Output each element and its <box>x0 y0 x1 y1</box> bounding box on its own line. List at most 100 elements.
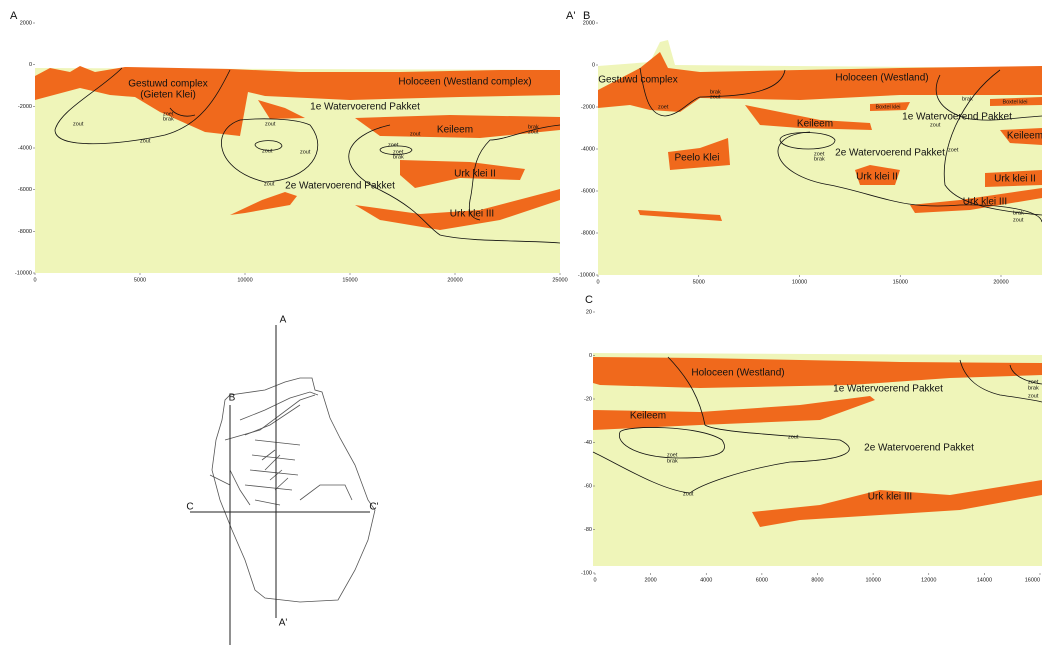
x-tick-label: 0 <box>596 279 599 285</box>
note: brak <box>1013 210 1024 216</box>
note: zout <box>264 181 275 187</box>
note: zout <box>140 138 151 144</box>
map-label: B <box>229 393 236 404</box>
x-tick-label: 0 <box>593 577 596 583</box>
note: zout <box>710 94 721 100</box>
x-tick-label: 6000 <box>756 577 768 583</box>
y-tick-label: 0 <box>29 62 32 68</box>
x-tick-label: 5000 <box>693 279 705 285</box>
note: brak <box>814 156 825 162</box>
layer-label: Boxtel klei <box>875 104 900 110</box>
note: zout <box>300 149 311 155</box>
note: zout <box>528 129 539 135</box>
location-map: A A' B C C' <box>186 315 378 645</box>
y-tick-label: -10000 <box>578 272 595 278</box>
layer-label: Urk klei II <box>454 169 496 180</box>
layer-label: Urk klei II <box>994 174 1036 185</box>
layer-label: 1e Watervoerend Pakket <box>902 112 1012 123</box>
y-tick-label: 2000 <box>20 20 32 26</box>
x-tick-label: 0 <box>33 277 36 283</box>
note: zout <box>73 121 84 127</box>
note: zout <box>262 148 273 154</box>
panel-label: A' <box>566 10 575 22</box>
layer-label: Urk klei III <box>963 197 1007 208</box>
y-tick-label: 0 <box>592 62 595 68</box>
x-tick-label: 10000 <box>865 577 880 583</box>
x-tick-label: 10000 <box>237 277 252 283</box>
figure: Gestuwd complex (Gieten Klei) Holoceen (… <box>0 0 1042 646</box>
note: brak <box>667 458 678 464</box>
map-outline <box>230 392 352 505</box>
panel-label: C <box>585 294 593 306</box>
x-tick-label: 10000 <box>792 279 807 285</box>
note: zout <box>265 121 276 127</box>
layer-label: (Gieten Klei) <box>140 90 196 101</box>
note: brak <box>393 154 404 160</box>
map-outline <box>210 395 315 490</box>
x-tick-label: 25000 <box>552 277 567 283</box>
y-tick-label: -80 <box>584 527 592 533</box>
y-tick-label: -20 <box>584 396 592 402</box>
section-b: Gestuwd complex Holoceen (Westland) Boxt… <box>566 10 1042 275</box>
note: brak <box>962 96 973 102</box>
x-tick-label: 2000 <box>645 577 657 583</box>
note: zoet <box>948 147 959 153</box>
map-outline <box>212 378 375 602</box>
y-tick-label: -40 <box>584 440 592 446</box>
note: zout <box>683 491 694 497</box>
x-tick-label: 8000 <box>811 577 823 583</box>
x-tick-label: 16000 <box>1025 577 1040 583</box>
layer-label: Gestuwd complex <box>598 75 677 86</box>
y-tick-label: -60 <box>584 483 592 489</box>
y-tick-label: 2000 <box>583 20 595 26</box>
note: zout <box>410 131 421 137</box>
layer-label: 2e Watervoerend Pakket <box>835 148 945 159</box>
panel-label: A <box>10 10 18 22</box>
x-tick-label: 20000 <box>447 277 462 283</box>
note: brak <box>163 116 174 122</box>
x-tick-label: 4000 <box>700 577 712 583</box>
x-tick-label: 14000 <box>977 577 992 583</box>
y-tick-label: -100 <box>581 570 592 576</box>
note: brak <box>1028 385 1039 391</box>
layer-label: Urk klei III <box>868 492 912 503</box>
section-a: Gestuwd complex (Gieten Klei) Holoceen (… <box>10 10 560 273</box>
layer-label: Keileem <box>797 119 833 130</box>
y-tick-label: -4000 <box>18 145 32 151</box>
y-tick-label: 20 <box>586 309 592 315</box>
y-tick-label: -2000 <box>18 104 32 110</box>
note: zout <box>1013 217 1024 223</box>
layer-label: Holoceen (Westland) <box>835 73 928 84</box>
y-tick-label: -6000 <box>18 187 32 193</box>
layer-label: 1e Watervoerend Pakket <box>833 384 943 395</box>
layer-label: Holoceen (Westland) <box>691 368 784 379</box>
note: zoet <box>388 142 399 148</box>
map-label: C' <box>369 502 378 513</box>
note: zoet <box>658 104 669 110</box>
map-label: A' <box>279 618 288 629</box>
y-tick-label: -4000 <box>581 146 595 152</box>
y-tick-label: -8000 <box>581 230 595 236</box>
layer-label: 2e Watervoerend Pakket <box>285 181 395 192</box>
map-label: A <box>280 315 287 326</box>
x-tick-label: 12000 <box>921 577 936 583</box>
layer-label: Keileem <box>437 125 473 136</box>
layer-label: 1e Watervoerend Pakket <box>310 102 420 113</box>
x-tick-label: 15000 <box>893 279 908 285</box>
y-tick-label: -6000 <box>581 188 595 194</box>
note: zout <box>1028 393 1039 399</box>
x-tick-label: 15000 <box>342 277 357 283</box>
layer-label: Urk klei II <box>856 172 898 183</box>
y-tick-label: 0 <box>589 353 592 359</box>
map-label: C <box>186 502 193 513</box>
layer-label: Keileem <box>1007 131 1042 142</box>
y-tick-label: -10000 <box>15 270 32 276</box>
note: zout <box>788 434 799 440</box>
x-tick-label: 5000 <box>134 277 146 283</box>
layer-label: Boxtel klei <box>1002 99 1027 105</box>
layer-label: Urk klei III <box>450 209 494 220</box>
layer-label: Keileem <box>630 411 666 422</box>
section-c: Holoceen (Westland) 1e Watervoerend Pakk… <box>585 294 1042 566</box>
layer-label: Peelo Klei <box>674 153 719 164</box>
x-tick-label: 20000 <box>993 279 1008 285</box>
